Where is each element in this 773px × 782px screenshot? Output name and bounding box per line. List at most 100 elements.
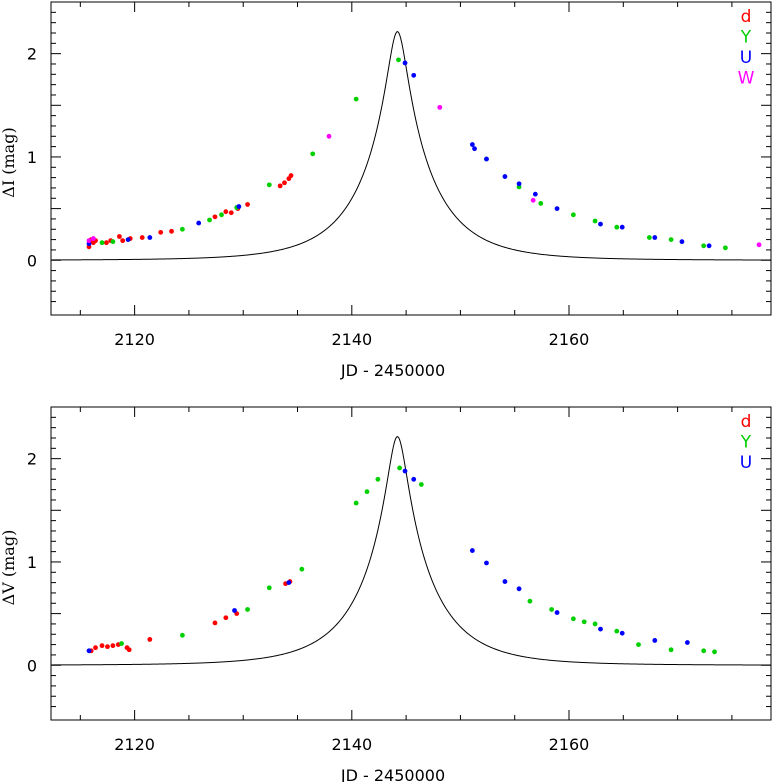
- legend-entry-Y: Y: [740, 28, 752, 48]
- x-tick-label: 2140: [331, 735, 372, 754]
- series-d: [86, 173, 294, 250]
- legend-entry-U: U: [740, 453, 752, 473]
- data-point: [516, 586, 522, 592]
- model-curve: [51, 31, 771, 261]
- data-point: [266, 182, 272, 188]
- data-point: [679, 239, 685, 245]
- data-point: [110, 643, 116, 649]
- data-point: [266, 585, 272, 591]
- data-point: [245, 607, 250, 612]
- series-U: [86, 60, 712, 249]
- data-point: [126, 647, 132, 653]
- data-point: [196, 220, 202, 226]
- data-point: [125, 237, 131, 242]
- data-point: [86, 238, 92, 244]
- data-point: [646, 235, 652, 240]
- data-point: [402, 468, 408, 474]
- x-tick-label: 2160: [549, 735, 590, 754]
- y-tick-label: 0: [27, 656, 37, 675]
- data-point: [286, 580, 292, 586]
- data-point: [120, 238, 126, 244]
- data-point: [652, 235, 658, 240]
- data-point: [411, 476, 417, 482]
- data-point: [756, 242, 762, 248]
- data-point: [706, 243, 712, 249]
- legend-entry-Y: Y: [740, 433, 752, 453]
- data-point: [619, 630, 625, 636]
- data-point: [484, 156, 489, 162]
- data-point: [619, 224, 625, 230]
- x-tick-label: 2140: [331, 330, 372, 349]
- data-point: [592, 621, 598, 627]
- y-tick-label: 2: [27, 450, 37, 469]
- data-point: [472, 146, 477, 152]
- data-point: [147, 637, 153, 642]
- data-point: [469, 142, 475, 147]
- data-point: [397, 465, 402, 471]
- data-point: [614, 224, 620, 230]
- legend-entry-W: W: [738, 69, 755, 89]
- data-point: [530, 197, 536, 203]
- data-point: [99, 643, 105, 649]
- series-W: [86, 104, 762, 248]
- data-point: [139, 235, 145, 240]
- model-curve: [51, 436, 771, 666]
- legend-entry-d: d: [741, 412, 752, 432]
- data-point: [396, 57, 401, 63]
- data-point: [701, 243, 707, 249]
- data-point: [180, 632, 185, 638]
- series-Y: [99, 57, 728, 251]
- data-point: [353, 500, 359, 506]
- data-point: [554, 610, 560, 615]
- data-point: [712, 649, 717, 655]
- data-point: [90, 236, 96, 241]
- data-point: [668, 237, 674, 242]
- data-point: [299, 566, 305, 572]
- data-point: [598, 626, 603, 632]
- x-tick-label: 2120: [114, 330, 155, 349]
- series-Y: [119, 465, 717, 655]
- data-point: [236, 204, 242, 209]
- data-point: [636, 642, 641, 647]
- data-point: [219, 212, 224, 218]
- data-point: [93, 645, 98, 651]
- data-point: [110, 239, 116, 245]
- data-point: [223, 615, 229, 621]
- data-point: [282, 180, 287, 186]
- data-point: [581, 619, 587, 625]
- data-point: [570, 616, 576, 622]
- data-point: [86, 648, 92, 654]
- data-point: [158, 229, 164, 235]
- y-axis-label: ΔI (mag): [0, 127, 18, 197]
- data-point: [502, 174, 508, 179]
- data-point: [684, 640, 690, 645]
- data-point: [570, 212, 576, 218]
- data-point: [598, 221, 603, 227]
- data-point: [353, 96, 359, 102]
- data-point: [180, 226, 185, 232]
- x-axis-label: JD - 2450000: [340, 766, 445, 782]
- data-point: [484, 560, 489, 566]
- data-point: [223, 209, 229, 215]
- data-point: [364, 489, 370, 495]
- y-tick-label: 0: [27, 251, 37, 270]
- y-tick-label: 1: [27, 148, 37, 167]
- y-axis-label: ΔV (mag): [0, 530, 18, 606]
- x-tick-label: 2120: [114, 735, 155, 754]
- legend-entry-d: d: [741, 7, 752, 27]
- panel-2: 2120 2140 2160 0 1 2 JD - 2450000 ΔV (mag) dYU: [0, 406, 772, 782]
- data-point: [232, 608, 237, 613]
- x-tick-label: 2160: [549, 330, 590, 349]
- legend-entry-U: U: [740, 48, 752, 68]
- data-point: [418, 482, 424, 487]
- data-point: [668, 647, 674, 653]
- data-point: [207, 217, 212, 223]
- data-point: [527, 598, 533, 604]
- data-point: [169, 228, 174, 234]
- data-point: [212, 214, 218, 220]
- data-point: [469, 548, 475, 553]
- data-point: [326, 133, 332, 139]
- data-point: [117, 234, 122, 239]
- data-point: [99, 240, 105, 246]
